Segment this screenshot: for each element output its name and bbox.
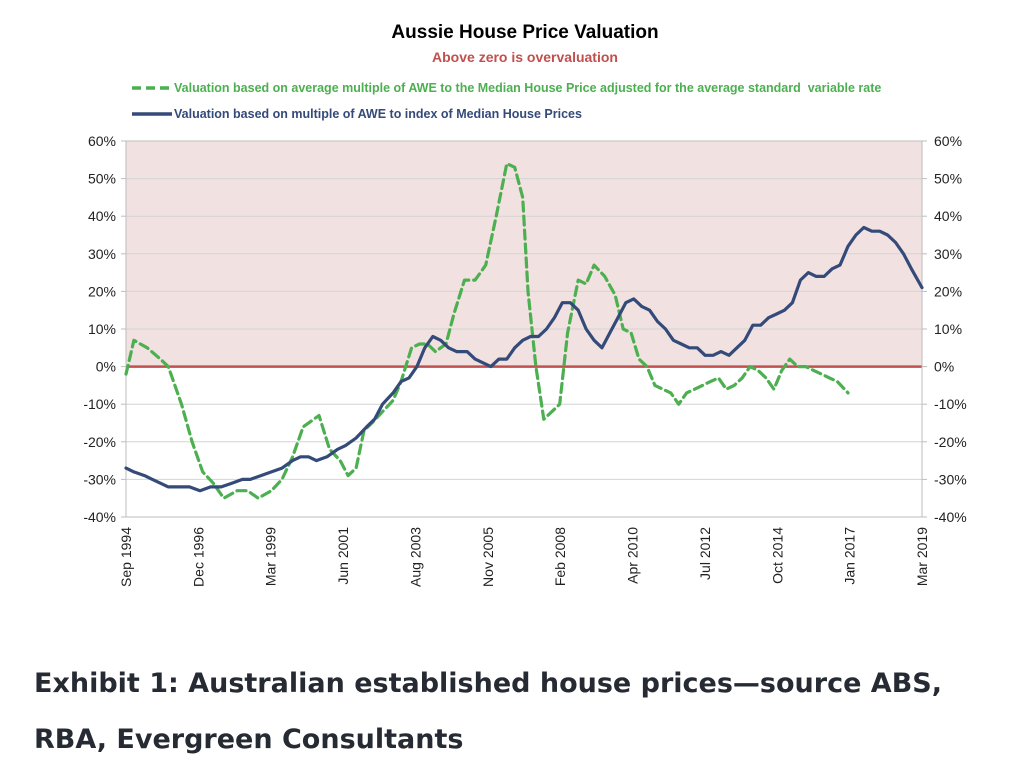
y-tick-label-right: 60% [934, 133, 962, 149]
x-axis: Sep 1994 Dec 1996 Mar 1999 Jun 2001 Aug 2003… [118, 527, 930, 587]
y-tick-label-left: -20% [83, 434, 116, 450]
y-tick-label-right: 10% [934, 321, 962, 337]
y-axis-left: -40% -30% -20% -10% 0% 10% 20% 30% 40% 50% 60% [83, 133, 126, 525]
chart-subtitle: Above zero is overvaluation [432, 49, 618, 65]
y-tick-label-left: 60% [88, 133, 116, 149]
x-tick-label: Aug 2003 [407, 527, 423, 587]
x-tick-label: Mar 1999 [263, 527, 279, 586]
y-tick-label-right: 20% [934, 283, 962, 299]
series-lines [124, 162, 924, 500]
y-tick-label-left: -10% [83, 396, 116, 412]
x-tick-label: Mar 2019 [914, 527, 930, 586]
y-tick-label-right: 30% [934, 246, 962, 262]
legend-label-awe-median-svr: Valuation based on average multiple of A… [174, 81, 881, 95]
legend-label-awe-index: Valuation based on multiple of AWE to in… [174, 107, 582, 121]
y-tick-label-left: 30% [88, 246, 116, 262]
y-tick-label-right: -40% [934, 509, 967, 525]
y-tick-label-right: -10% [934, 396, 967, 412]
x-tick-label: Apr 2010 [625, 527, 641, 584]
x-tick-label: Sep 1994 [118, 527, 134, 587]
chart: Aussie House Price Valuation Above zero … [83, 22, 967, 587]
y-tick-label-left: -40% [83, 509, 116, 525]
x-tick-label: Feb 2008 [552, 527, 568, 586]
y-tick-label-left: -30% [83, 471, 116, 487]
series-line-awe-index [124, 225, 924, 493]
legend: Valuation based on average multiple of A… [132, 81, 881, 121]
series-line-awe-median-svr [124, 162, 850, 500]
y-tick-label-right: 40% [934, 208, 962, 224]
exhibit-caption: Exhibit 1: Australian established house … [34, 668, 942, 755]
y-axis-right: -40% -30% -20% -10% 0% 10% 20% 30% 40% 50% 60% [922, 133, 967, 525]
y-tick-label-right: 50% [934, 171, 962, 187]
y-tick-label-left: 0% [96, 359, 116, 375]
y-tick-label-right: -30% [934, 471, 967, 487]
x-tick-label: Jan 2017 [842, 527, 858, 585]
x-tick-label: Jul 2012 [697, 527, 713, 580]
y-tick-label-left: 50% [88, 171, 116, 187]
y-tick-label-right: -20% [934, 434, 967, 450]
x-tick-label: Jun 2001 [335, 527, 351, 585]
y-tick-label-left: 40% [88, 208, 116, 224]
y-tick-label-right: 0% [934, 359, 954, 375]
y-tick-label-left: 20% [88, 283, 116, 299]
chart-title: Aussie House Price Valuation [391, 22, 658, 43]
x-tick-label: Oct 2014 [769, 527, 785, 584]
x-tick-label: Dec 1996 [190, 527, 206, 587]
y-tick-label-left: 10% [88, 321, 116, 337]
x-tick-label: Nov 2005 [480, 527, 496, 587]
